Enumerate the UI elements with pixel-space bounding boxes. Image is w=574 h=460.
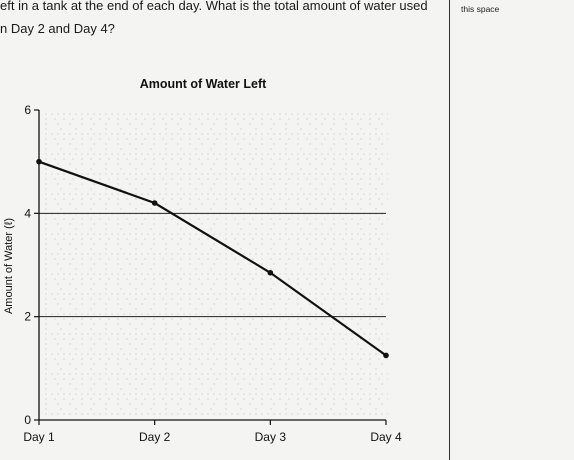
y-tick-label: 0 xyxy=(24,413,31,427)
data-point xyxy=(151,200,158,206)
chart-title: Amount of Water Left xyxy=(140,77,267,91)
data-point xyxy=(267,269,274,276)
x-tick-label: Day 2 xyxy=(139,430,171,444)
y-axis-label: Amount of Water (ℓ) xyxy=(3,218,15,314)
question-line-1: eft in a tank at the end of each day. Wh… xyxy=(0,0,428,13)
x-tick-label: Day 4 xyxy=(370,430,402,444)
series-line xyxy=(38,160,387,357)
x-tick-label: Day 1 xyxy=(23,430,55,444)
question-line-2: n Day 2 and Day 4? xyxy=(0,21,115,36)
side-note: this space xyxy=(461,4,500,14)
question-text: eft in a tank at the end of each day. Wh… xyxy=(0,0,440,40)
y-tick-label: 4 xyxy=(24,206,31,220)
data-point xyxy=(383,352,389,359)
plot-area: 0 2 4 6 Day 1 Day 2 Day 3 Day 4 xyxy=(23,103,402,444)
column-divider xyxy=(449,0,450,460)
line-chart: Amount of Water Left Amount of Water (ℓ)… xyxy=(3,77,402,444)
data-point xyxy=(36,158,42,165)
x-tick-label: Day 3 xyxy=(255,430,287,444)
y-tick-label: 2 xyxy=(24,310,31,324)
y-tick-label: 6 xyxy=(24,103,31,117)
